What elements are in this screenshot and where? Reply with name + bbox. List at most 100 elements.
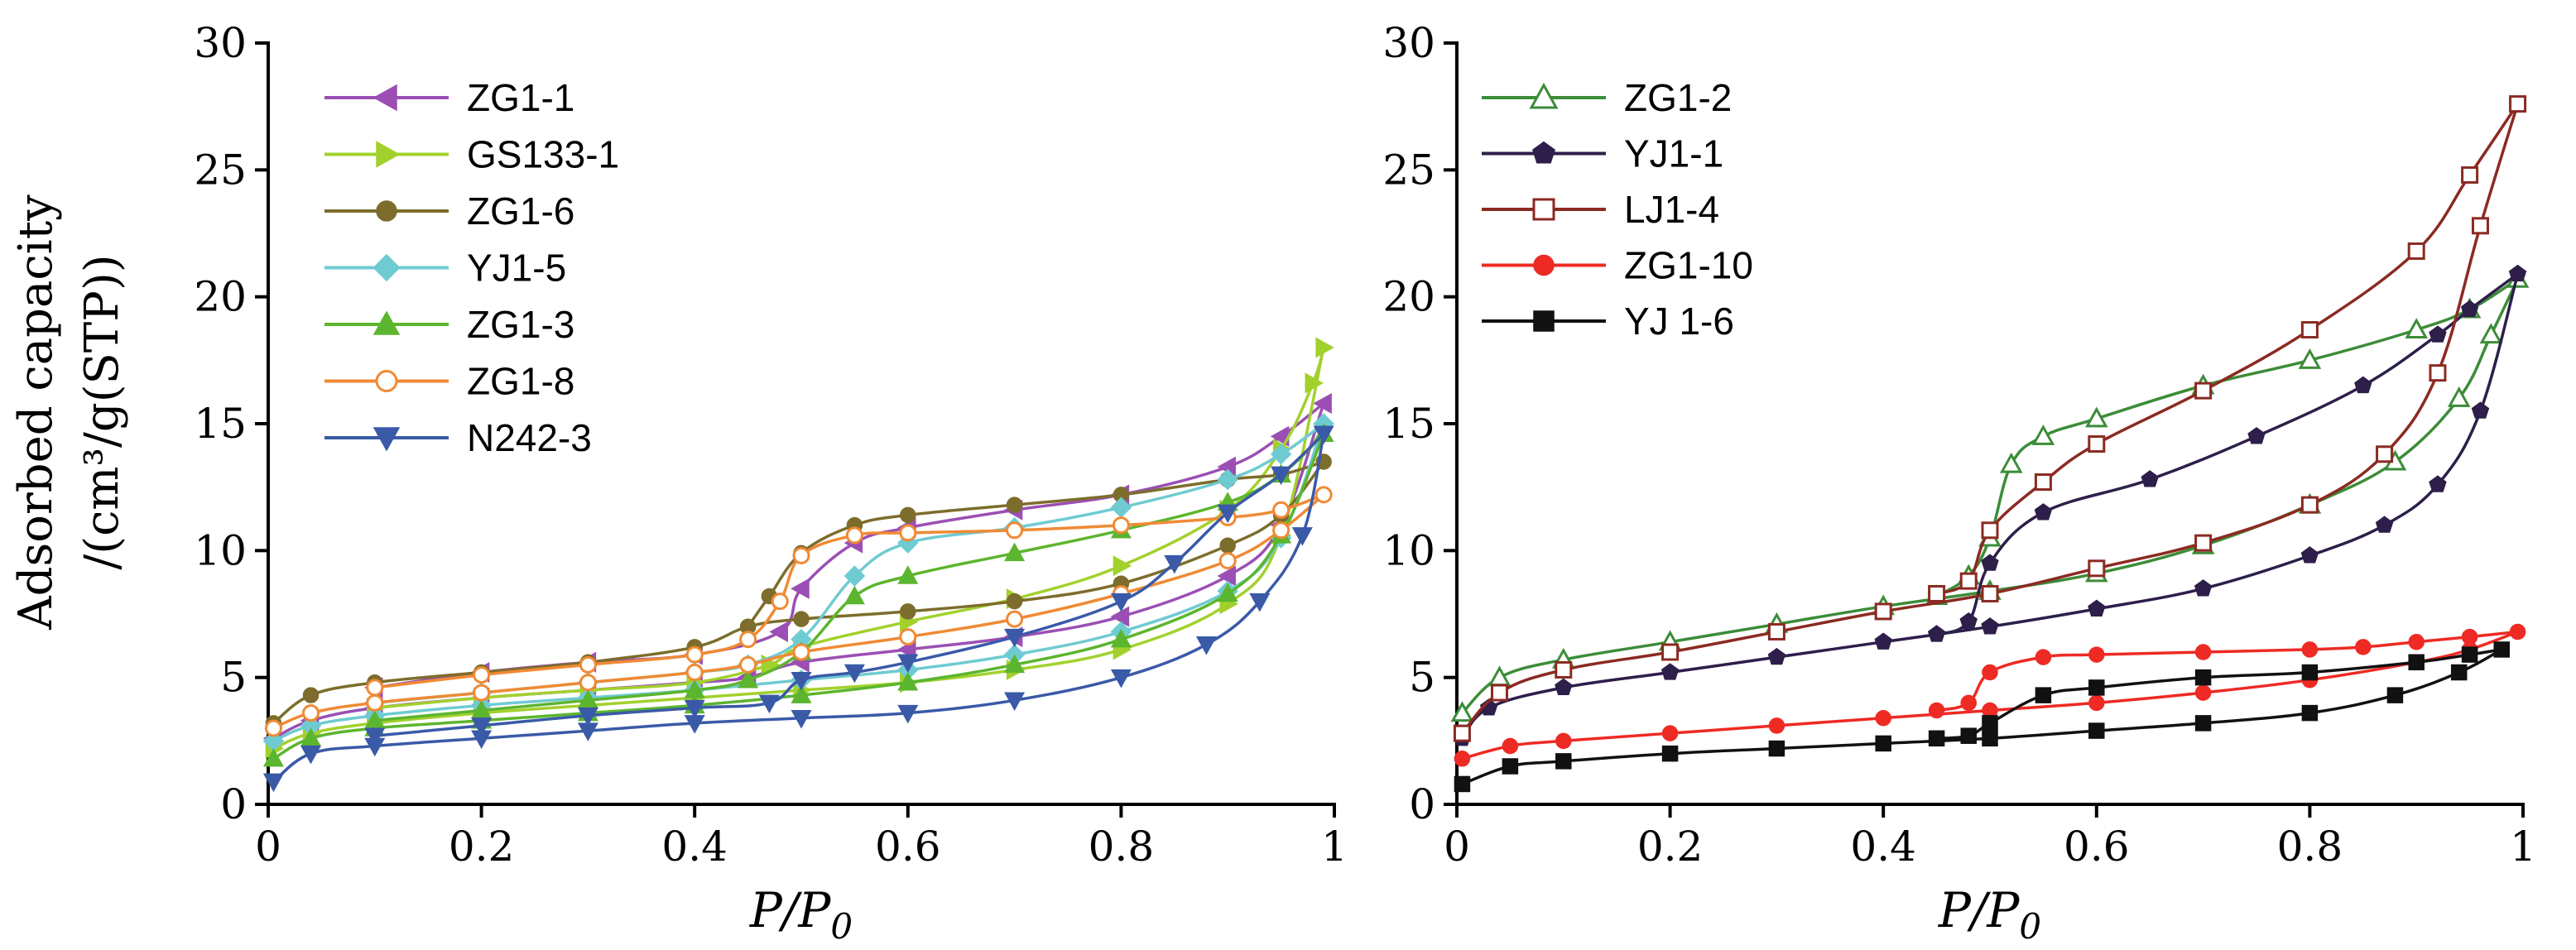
data-point bbox=[2194, 669, 2212, 686]
legend-marker bbox=[372, 310, 401, 335]
data-point bbox=[900, 506, 916, 524]
data-point bbox=[2408, 633, 2425, 650]
data-point bbox=[2300, 496, 2319, 514]
legend-item: YJ1-5 bbox=[324, 247, 566, 290]
adsorption-line bbox=[272, 347, 1325, 751]
data-point bbox=[1113, 555, 1132, 577]
data-point bbox=[1874, 602, 1892, 621]
y-tick-label: 5 bbox=[1409, 654, 1435, 702]
data-point bbox=[2429, 364, 2447, 382]
data-point bbox=[758, 694, 780, 714]
x-tick-label: 0 bbox=[1444, 823, 1470, 871]
legend-item: ZG1-6 bbox=[324, 190, 574, 233]
desorption-line bbox=[1935, 103, 2520, 596]
data-point bbox=[1272, 501, 1290, 519]
data-point bbox=[2461, 166, 2479, 184]
data-point bbox=[366, 693, 384, 712]
data-point bbox=[473, 684, 491, 702]
data-point bbox=[1272, 521, 1290, 540]
x-axis-title-main: P/P bbox=[749, 882, 832, 938]
data-point bbox=[684, 699, 705, 719]
legend-marker bbox=[1533, 310, 1555, 332]
data-point bbox=[1555, 732, 1572, 750]
data-point bbox=[899, 628, 917, 646]
data-point bbox=[1305, 372, 1324, 394]
data-point bbox=[1960, 727, 1977, 744]
legend-label: ZG1-3 bbox=[467, 303, 574, 346]
data-point bbox=[1502, 758, 1519, 775]
data-point bbox=[2429, 325, 2447, 343]
legend-marker bbox=[372, 84, 397, 112]
data-point bbox=[843, 664, 865, 684]
data-point bbox=[1660, 663, 1680, 680]
data-point bbox=[771, 593, 789, 611]
x-tick-label: 0.2 bbox=[449, 823, 515, 871]
adsorption-line bbox=[272, 460, 1325, 725]
data-point bbox=[1661, 725, 1679, 741]
y-tick-label: 25 bbox=[194, 146, 247, 194]
data-point bbox=[1315, 337, 1334, 358]
data-point bbox=[1004, 692, 1026, 712]
desorption-line bbox=[747, 460, 1324, 628]
data-point bbox=[1006, 610, 1024, 628]
x-tick-label: 0 bbox=[255, 823, 281, 871]
y-tick-label: 15 bbox=[1382, 400, 1435, 448]
data-point bbox=[791, 578, 810, 599]
data-point bbox=[1006, 593, 1023, 610]
data-point bbox=[738, 669, 759, 689]
legend-marker bbox=[1533, 254, 1555, 276]
data-point bbox=[1217, 565, 1236, 587]
data-point bbox=[300, 745, 322, 765]
legend-item: ZG1-8 bbox=[324, 360, 574, 403]
data-point bbox=[1314, 486, 1333, 504]
data-point bbox=[302, 687, 320, 703]
data-point bbox=[2035, 687, 2052, 703]
y-axis-title-line1: Adsorbed capacity bbox=[9, 194, 63, 631]
legend-item: ZG1-3 bbox=[324, 303, 574, 346]
x-axis-title-main: P/P bbox=[1938, 882, 2021, 938]
data-point bbox=[685, 645, 704, 664]
legend-marker bbox=[375, 370, 398, 392]
x-tick-label: 0.2 bbox=[1637, 823, 1704, 871]
data-point bbox=[2088, 646, 2105, 663]
data-point bbox=[2194, 684, 2212, 701]
y-tick-label: 10 bbox=[194, 526, 247, 574]
data-point bbox=[791, 684, 812, 703]
y-tick-label: 20 bbox=[194, 273, 247, 321]
data-point bbox=[2479, 323, 2503, 344]
legend-label: GS133-1 bbox=[467, 133, 619, 176]
data-point bbox=[1219, 537, 1236, 554]
data-point bbox=[1004, 628, 1026, 648]
data-point bbox=[843, 565, 866, 587]
data-point bbox=[1981, 617, 1999, 635]
data-point bbox=[1453, 724, 1471, 742]
right-isotherm-panel: 0 0.2 0.4 0.6 0.8 1051015202530P/P0ZG1-2YJ1-1… bbox=[1382, 19, 2536, 947]
data-point bbox=[264, 719, 282, 737]
data-point bbox=[2509, 623, 2526, 641]
legend-label: YJ1-5 bbox=[467, 247, 566, 290]
data-point bbox=[1217, 468, 1238, 491]
data-point bbox=[685, 664, 704, 682]
data-point bbox=[1661, 643, 1680, 661]
y-axis-title: Adsorbed capacity /(cm³/g(STP)) bbox=[9, 194, 129, 631]
data-point bbox=[2088, 722, 2105, 739]
data-point bbox=[2471, 217, 2489, 235]
legend-item: ZG1-2 bbox=[1482, 76, 1732, 119]
x-tick-label: 0.4 bbox=[661, 823, 728, 871]
x-tick-label: 0.8 bbox=[2277, 823, 2343, 871]
data-point bbox=[1928, 730, 1945, 747]
data-point bbox=[1217, 583, 1238, 602]
data-point bbox=[1959, 612, 1978, 630]
x-tick-label: 1 bbox=[1321, 823, 1348, 871]
data-point bbox=[769, 621, 788, 642]
legend-label: ZG1-8 bbox=[467, 360, 574, 403]
data-point bbox=[579, 674, 597, 692]
y-tick-label: 30 bbox=[1382, 19, 1435, 67]
data-point bbox=[2035, 649, 2052, 665]
data-point bbox=[1195, 636, 1217, 655]
legend-item: ZG1-10 bbox=[1482, 244, 1753, 287]
data-point bbox=[1928, 702, 1945, 719]
series-YJ1-1 bbox=[1453, 264, 2527, 746]
legend-item: N242-3 bbox=[324, 416, 592, 459]
data-point bbox=[2509, 95, 2527, 113]
